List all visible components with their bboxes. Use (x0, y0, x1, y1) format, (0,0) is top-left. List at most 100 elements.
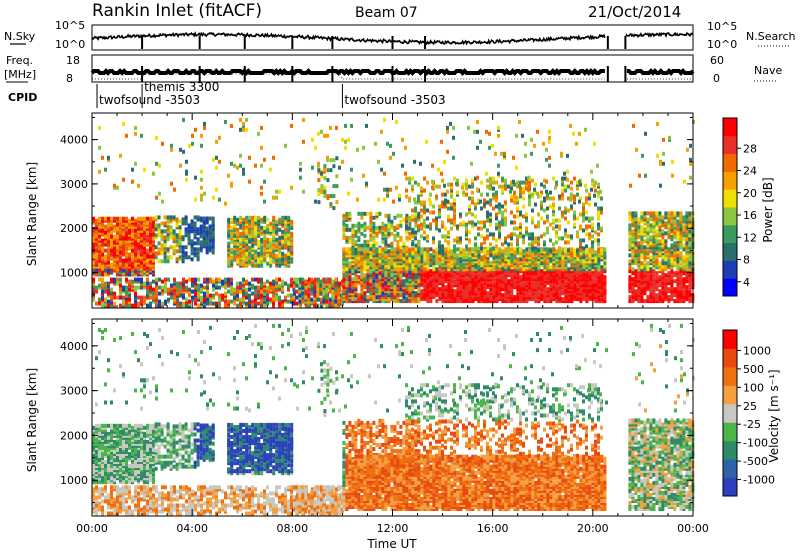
heatmap-cell (182, 235, 185, 239)
heatmap-cell (489, 181, 492, 185)
heatmap-cell (342, 214, 345, 218)
heatmap-cell (209, 234, 212, 238)
heatmap-cell (360, 287, 363, 291)
heatmap-cell (212, 217, 215, 221)
heatmap-cell (119, 278, 122, 282)
heatmap-cell (465, 223, 468, 227)
heatmap-cell (345, 224, 348, 228)
heatmap-cell (125, 302, 128, 306)
heatmap-cell (597, 211, 600, 215)
heatmap-cell (242, 284, 245, 288)
heatmap-cell (212, 284, 215, 288)
heatmap-cell (558, 236, 561, 240)
heatmap-cell (465, 187, 468, 191)
heatmap-cell (417, 195, 420, 199)
heatmap-cell (387, 287, 390, 291)
heatmap-cell (107, 217, 110, 221)
heatmap-cell (173, 292, 176, 296)
heatmap-cell (342, 285, 345, 289)
heatmap-cell (122, 259, 125, 263)
heatmap-cell (254, 256, 257, 260)
heatmap-cell (634, 279, 637, 283)
heatmap-cell (146, 294, 149, 298)
heatmap-cell (495, 217, 498, 221)
heatmap-cell (426, 181, 429, 185)
heatmap-cell (498, 185, 501, 189)
heatmap-cell (272, 236, 275, 240)
heatmap-cell (266, 238, 269, 242)
heatmap-cell (134, 300, 137, 304)
heatmap-cell (342, 247, 345, 251)
heatmap-cell (597, 223, 600, 227)
heatmap-cell (465, 179, 468, 183)
heatmap-cell (209, 238, 212, 242)
heatmap-cell (248, 216, 251, 220)
heatmap-cell (405, 177, 408, 181)
heatmap-cell (360, 216, 363, 220)
heatmap-cell (140, 227, 143, 231)
heatmap-cell (468, 221, 471, 225)
heatmap-cell (480, 207, 483, 211)
heatmap-cell (375, 226, 378, 230)
heatmap-cell (558, 246, 561, 250)
heatmap-cell (167, 219, 170, 223)
heatmap-cell (110, 278, 113, 282)
heatmap-cell (579, 259, 582, 263)
heatmap-cell (384, 214, 387, 218)
heatmap-cell (426, 247, 429, 251)
heatmap-cell (537, 253, 540, 257)
heatmap-cell (251, 292, 254, 296)
heatmap-cell (167, 278, 170, 282)
heatmap-cell (357, 236, 360, 240)
heatmap-cell (369, 234, 372, 238)
heatmap-cell (441, 221, 444, 225)
heatmap-cell (489, 287, 492, 291)
heatmap-cell (498, 234, 501, 238)
heatmap-cell (191, 239, 194, 243)
heatmap-cell (417, 225, 420, 229)
heatmap-cell (600, 197, 603, 201)
heatmap-cell (486, 211, 489, 215)
heatmap-cell (149, 296, 152, 300)
heatmap-cell (387, 265, 390, 269)
heatmap-cell (459, 285, 462, 289)
heatmap-cell (182, 221, 185, 225)
heatmap-cell (495, 223, 498, 227)
heatmap-cell (561, 271, 564, 275)
heatmap-cell (456, 275, 459, 279)
heatmap-cell (188, 278, 191, 282)
heatmap-cell (540, 234, 543, 238)
heatmap-cell (143, 282, 146, 286)
heatmap-cell (307, 298, 310, 302)
heatmap-cell (218, 286, 221, 290)
heatmap-cell (426, 261, 429, 265)
heatmap-cell (348, 212, 351, 216)
heatmap-cell (582, 293, 585, 297)
heatmap-cell (284, 216, 287, 220)
heatmap-cell (257, 244, 260, 248)
heatmap-cell (116, 278, 119, 282)
heatmap-cell (390, 283, 393, 287)
heatmap-cell (161, 247, 164, 251)
heatmap-cell (378, 230, 381, 234)
heatmap-cell (495, 191, 498, 195)
heatmap-cell (357, 222, 360, 226)
heatmap-cell (555, 234, 558, 238)
heatmap-cell (426, 217, 429, 221)
heatmap-cell (405, 195, 408, 199)
heatmap-cell (230, 226, 233, 230)
heatmap-cell (116, 239, 119, 243)
noise-sky-label: N.Sky (4, 30, 36, 43)
heatmap-cell (155, 294, 158, 298)
heatmap-cell (248, 282, 251, 286)
heatmap-cell (474, 223, 477, 227)
heatmap-cell (567, 221, 570, 225)
heatmap-cell (438, 240, 441, 244)
heatmap-cell (585, 283, 588, 287)
heatmap-cell (588, 193, 591, 197)
heatmap-cell (591, 240, 594, 244)
heatmap-cell (441, 299, 444, 303)
heatmap-cell (546, 207, 549, 211)
heatmap-cell (564, 207, 567, 211)
